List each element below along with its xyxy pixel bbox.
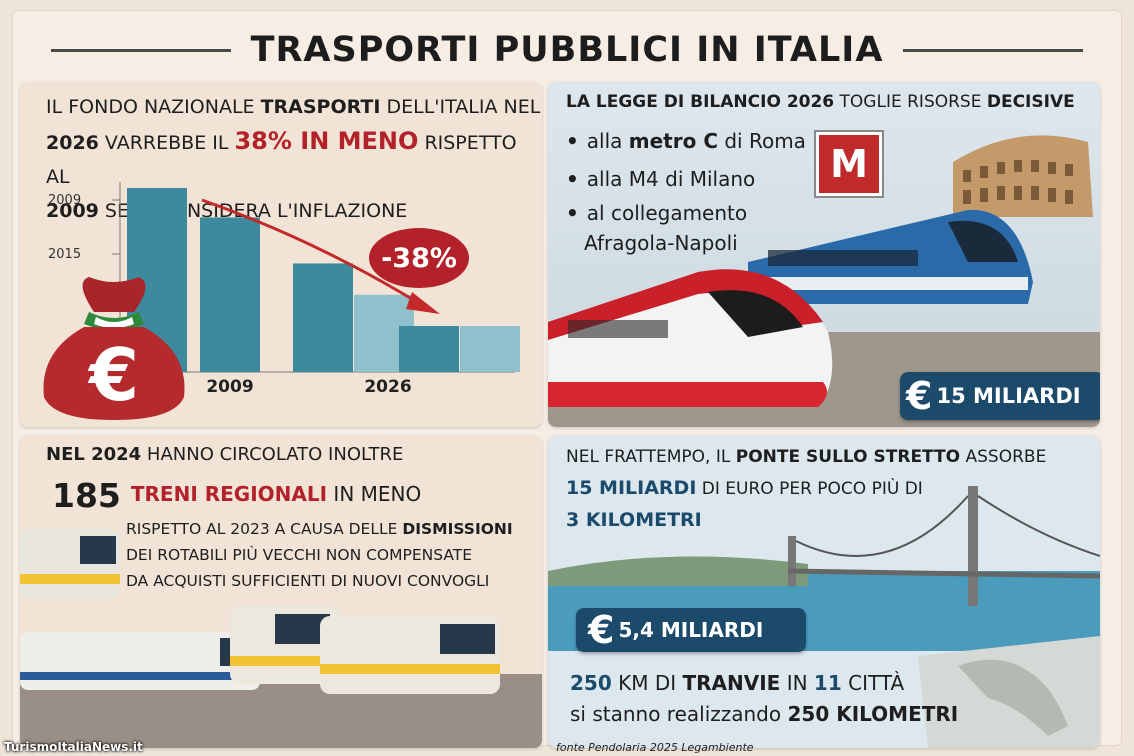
chart-bar (399, 326, 459, 372)
dismissioni-text: RISPETTO AL 2023 A CAUSA DELLE DISMISSIO… (126, 516, 536, 594)
list-item: • al collegamento (566, 201, 748, 225)
count-185: 185 (52, 476, 121, 515)
euro-icon: € (906, 374, 933, 418)
pill-5-4-miliardi: €5,4 MILIARDI (576, 608, 806, 652)
trend-arrow-head (406, 292, 440, 314)
frecciarossa-train-icon (548, 269, 833, 407)
text-fragment: CITTÀ (841, 671, 905, 695)
source-credit: fonte Pendolaria 2025 Legambiente (556, 741, 754, 754)
fondo-text: IL FONDO NAZIONALE TRASPORTI DELL'ITALIA… (46, 90, 542, 228)
text-fragment: IL FONDO NAZIONALE (46, 96, 261, 118)
text-fragment: RISPETTO AL 2023 A CAUSA DELLE (126, 520, 403, 538)
tranvie-text: 250 KM DI TRANVIE IN 11 CITTÀ si stanno … (570, 668, 958, 730)
regional-train-icon (20, 529, 500, 694)
list-item: • alla metro C di Roma (566, 129, 806, 153)
title-rule-right (903, 48, 1084, 52)
euro-symbol: € (87, 333, 139, 417)
panel-fondo-nazionale: IL FONDO NAZIONALE TRASPORTI DELL'ITALIA… (20, 82, 542, 427)
panel-legge-bilancio: LA LEGGE DI BILANCIO 2026 TOGLIE RISORSE… (548, 82, 1100, 427)
treni-in-meno: 185 TRENI REGIONALI IN MENO (52, 476, 421, 515)
text-fragment: KM DI (611, 671, 683, 695)
chart-bar (460, 326, 520, 372)
legge-heading: LA LEGGE DI BILANCIO 2026 TOGLIE RISORSE… (566, 92, 1075, 112)
panel-ponte-stretto: NEL FRATTEMPO, IL PONTE SULLO STRETTO AS… (548, 436, 1100, 748)
text-fragment: LA LEGGE DI BILANCIO 2026 (566, 92, 835, 112)
pill-15-miliardi: €15 MILIARDI (900, 372, 1100, 420)
brand-watermark: TurismoItaliaNews.it (4, 740, 143, 754)
text-fragment: RISPETTO AL (46, 132, 517, 188)
text-fragment: ASSORBE (960, 447, 1047, 467)
panel-treni-regionali: NEL 2024 HANNO CIRCOLATO INOLTRE 185 TREN… (20, 436, 542, 748)
anno-2024: NEL 2024 HANNO CIRCOLATO INOLTRE (46, 444, 403, 465)
text-fragment: NEL 2024 (46, 444, 142, 465)
regional-trains-illustration (20, 529, 542, 748)
text-fragment: DELL'ITALIA NEL (380, 96, 541, 118)
text-fragment: 15 MILIARDI (566, 477, 697, 499)
text-fragment: 3 KILOMETRI (566, 509, 702, 531)
text-fragment: VARREBBE IL (98, 132, 235, 154)
text-fragment: TRASPORTI (260, 96, 381, 118)
y-tick-label: 2009 (48, 193, 81, 208)
text-fragment: si stanno realizzando (570, 702, 788, 726)
text-fragment: NEL FRATTEMPO, IL (566, 447, 736, 467)
pill-label: 15 MILIARDI (936, 384, 1081, 408)
y-tick-label: 2015 (48, 247, 81, 262)
list-item: • alla M4 di Milano (566, 167, 756, 191)
chart-bar (293, 263, 353, 372)
text-fragment: 2026 (46, 132, 99, 154)
x-tick-label: 2009 (206, 377, 253, 397)
highlight-38: 38% IN MENO (234, 127, 419, 155)
text-fragment: TOGLIE RISORSE (834, 92, 987, 112)
bridge-icon (787, 486, 1100, 606)
trend-arrow (201, 198, 426, 309)
text-fragment: 250 (570, 671, 612, 695)
text-fragment: TRANVIE (682, 671, 781, 695)
trains-colosseum-illustration (548, 82, 1100, 427)
title-rule-left (50, 48, 231, 52)
text-fragment: HANNO CIRCOLATO INOLTRE (141, 444, 404, 465)
pill-label: 5,4 MILIARDI (618, 618, 764, 642)
text-fragment: 11 (813, 671, 842, 695)
text-fragment: IN MENO (327, 482, 422, 506)
text-fragment: DA ACQUISTI SUFFICIENTI DI NUOVI CONVOGL… (126, 572, 490, 590)
colosseum-icon (953, 135, 1093, 217)
text-fragment: IN (780, 671, 814, 695)
list-item: Afragola-Napoli (584, 231, 738, 255)
page-title: TRASPORTI PUBBLICI IN ITALIA (250, 30, 884, 70)
euro-icon: € (588, 608, 615, 652)
chart-bar (200, 217, 260, 372)
x-tick-label: 2026 (364, 377, 411, 397)
ponte-text: NEL FRATTEMPO, IL PONTE SULLO STRETTO AS… (566, 442, 1046, 537)
text-fragment: 2009 (46, 200, 99, 222)
text-fragment: DISMISSIONI (402, 520, 513, 538)
text-fragment: DI EURO PER POCO PIÙ DI (696, 479, 923, 499)
money-bag-icon: € (43, 277, 185, 420)
text-fragment: PONTE SULLO STRETTO (735, 447, 961, 467)
header: TRASPORTI PUBBLICI IN ITALIA (0, 22, 1134, 78)
text-fragment: DEI ROTABILI PIÙ VECCHI NON COMPENSATE (126, 546, 473, 564)
italy-map-icon (958, 659, 1068, 736)
badge-minus-38: -38% (369, 228, 469, 288)
blue-train-icon (748, 209, 1033, 304)
text-fragment: DECISIVE (986, 92, 1075, 112)
metro-sign-icon: M (816, 132, 882, 196)
text-fragment: TRENI REGIONALI (130, 482, 328, 506)
project-list: • alla metro C di Roma • alla M4 di Milano… (566, 122, 806, 258)
text-fragment: 250 KILOMETRI (787, 702, 959, 726)
